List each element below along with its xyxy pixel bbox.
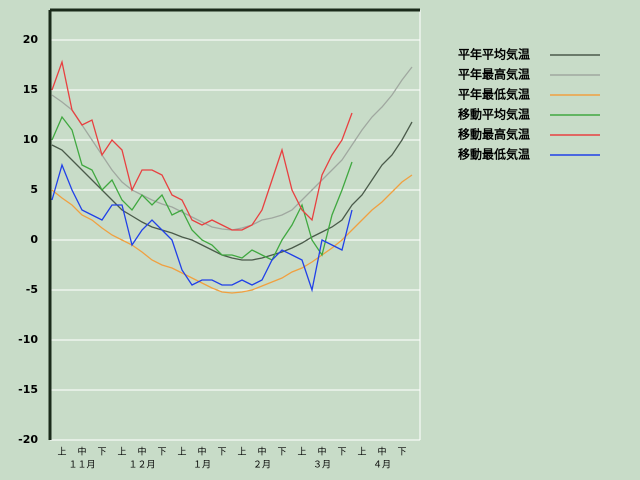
- x-tick-label: 中: [377, 446, 386, 458]
- x-tick-label: 上: [357, 447, 366, 458]
- month-label: １１月: [68, 460, 95, 471]
- y-tick-label: 20: [23, 33, 39, 46]
- y-tick-label: 10: [23, 133, 39, 146]
- x-tick-label: 上: [297, 447, 306, 458]
- series-line: [51, 174, 413, 294]
- legend-label: 移動平均気温: [458, 107, 530, 122]
- month-label: １２月: [128, 460, 155, 471]
- y-tick-label: 15: [23, 83, 38, 96]
- x-tick-label: 上: [117, 447, 126, 458]
- legend-label: 移動最高気温: [458, 127, 530, 142]
- legend-label: 移動最低気温: [458, 147, 530, 162]
- x-tick-label: 上: [177, 447, 186, 458]
- legend-label: 平年平均気温: [458, 47, 530, 62]
- x-tick-label: 上: [237, 447, 246, 458]
- month-label: ４月: [373, 460, 391, 471]
- y-tick-label: 5: [30, 183, 38, 196]
- series-line: [51, 59, 353, 231]
- x-tick-label: 下: [337, 448, 346, 458]
- x-tick-label: 下: [277, 448, 286, 458]
- x-tick-label: 中: [77, 446, 86, 458]
- x-tick-label: 上: [57, 447, 66, 458]
- y-tick-label: -20: [18, 433, 38, 446]
- series-line: [51, 162, 353, 293]
- x-tick-label: 下: [397, 448, 406, 458]
- series-line: [51, 121, 413, 261]
- x-tick-label: 中: [197, 446, 206, 458]
- y-tick-label: -10: [18, 333, 38, 346]
- x-tick-label: 下: [157, 448, 166, 458]
- month-label: ３月: [313, 460, 331, 471]
- x-tick-label: 中: [317, 446, 326, 458]
- x-tick-label: 中: [257, 446, 266, 458]
- y-tick-label: -5: [26, 283, 38, 296]
- y-tick-label: -15: [18, 383, 38, 396]
- y-tick-label: 0: [30, 233, 38, 246]
- x-tick-label: 下: [97, 448, 106, 458]
- legend-label: 平年最低気温: [458, 87, 530, 102]
- month-label: １月: [193, 460, 211, 471]
- legend-label: 平年最高気温: [458, 67, 530, 82]
- x-tick-label: 中: [137, 446, 146, 458]
- series-line: [51, 115, 353, 261]
- month-label: ２月: [253, 460, 271, 471]
- x-tick-label: 下: [217, 448, 226, 458]
